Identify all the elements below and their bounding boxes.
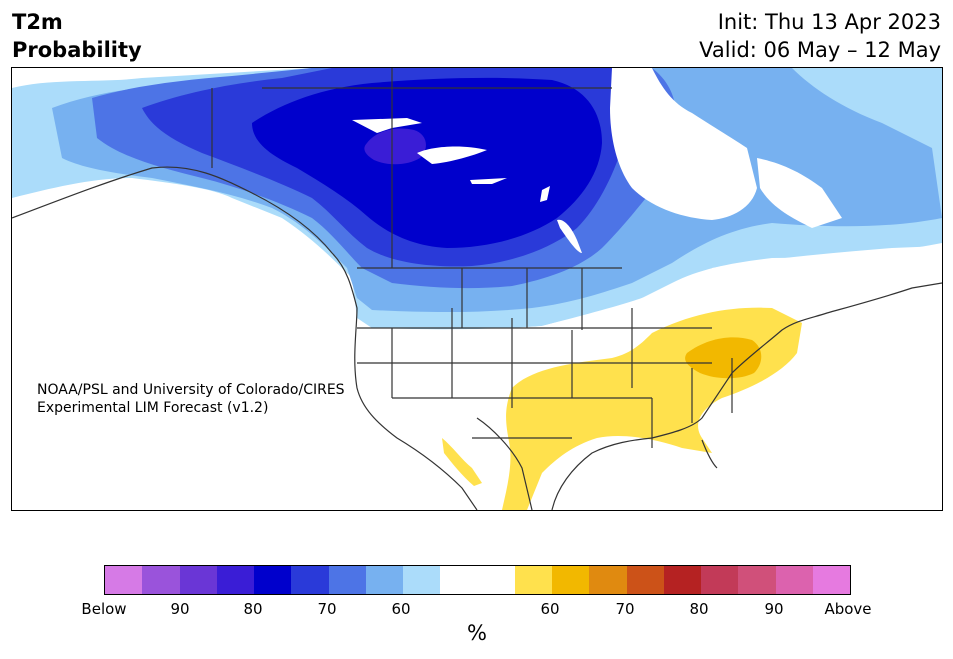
- lake-shape: [557, 219, 582, 253]
- us-interior-region: [357, 273, 722, 418]
- lake-shape: [417, 146, 487, 164]
- credit-line-1: NOAA/PSL and University of Colorado/CIRE…: [37, 382, 345, 398]
- lake-shape: [470, 178, 507, 184]
- colorbar-segment: [254, 566, 292, 594]
- colorbar-segment: [105, 566, 143, 594]
- init-date: Init: Thu 13 Apr 2023: [717, 10, 941, 34]
- colorbar-segment: [440, 566, 478, 594]
- lake-shape: [352, 118, 422, 133]
- title-variable: T2m: [12, 10, 63, 34]
- map-svg: [12, 68, 942, 510]
- colorbar-tick-label: Above: [824, 600, 872, 618]
- colorbar-segment: [216, 566, 254, 594]
- colorbar-segment: [514, 566, 552, 594]
- colorbar-tick-label: 70: [615, 600, 635, 618]
- colorbar-units: %: [467, 621, 487, 645]
- prob-region-blue-90: [364, 128, 426, 165]
- colorbar-tick-label: 90: [764, 600, 784, 618]
- lake-shape: [540, 186, 550, 202]
- colorbar-segment: [179, 566, 217, 594]
- colorbar-segment: [477, 566, 515, 594]
- colorbar-segment: [663, 566, 701, 594]
- colorbar-tick-label: Below: [81, 600, 127, 618]
- colorbar-segment: [738, 566, 776, 594]
- title-product: Probability: [12, 38, 142, 62]
- colorbar-segment: [328, 566, 366, 594]
- prob-region-gold-65: [685, 337, 762, 379]
- prob-region-blue-80: [252, 77, 602, 249]
- prob-region-yellow-60-baja: [442, 438, 482, 486]
- valid-range: Valid: 06 May – 12 May: [699, 38, 941, 62]
- colorbar-tick-label: 70: [317, 600, 337, 618]
- colorbar: [104, 565, 851, 595]
- colorbar-tick-label: 80: [243, 600, 263, 618]
- colorbar-segment: [701, 566, 739, 594]
- colorbar-tick-label: 60: [391, 600, 411, 618]
- credit-text: NOAA/PSL and University of Colorado/CIRE…: [37, 381, 345, 417]
- colorbar-segment: [142, 566, 180, 594]
- colorbar-tick-label: 90: [170, 600, 190, 618]
- forecast-dates: Init: Thu 13 Apr 2023 Valid: 06 May – 12…: [699, 8, 941, 64]
- map-title: T2m Probability: [12, 8, 142, 64]
- colorbar-segment: [589, 566, 627, 594]
- colorbar-segment: [812, 566, 850, 594]
- colorbar-segment: [403, 566, 441, 594]
- colorbar-tick-label: 60: [540, 600, 560, 618]
- labrador-sea-area: [757, 158, 842, 228]
- colorbar-segment: [775, 566, 813, 594]
- colorbar-segment: [291, 566, 329, 594]
- colorbar-segment: [626, 566, 664, 594]
- credit-line-2: Experimental LIM Forecast (v1.2): [37, 400, 269, 416]
- colorbar-tick-label: 80: [689, 600, 709, 618]
- colorbar-segment: [365, 566, 403, 594]
- greenland-area: [610, 68, 757, 220]
- coastlines: [12, 68, 942, 510]
- colorbar-segment: [552, 566, 590, 594]
- probability-map: [11, 67, 943, 511]
